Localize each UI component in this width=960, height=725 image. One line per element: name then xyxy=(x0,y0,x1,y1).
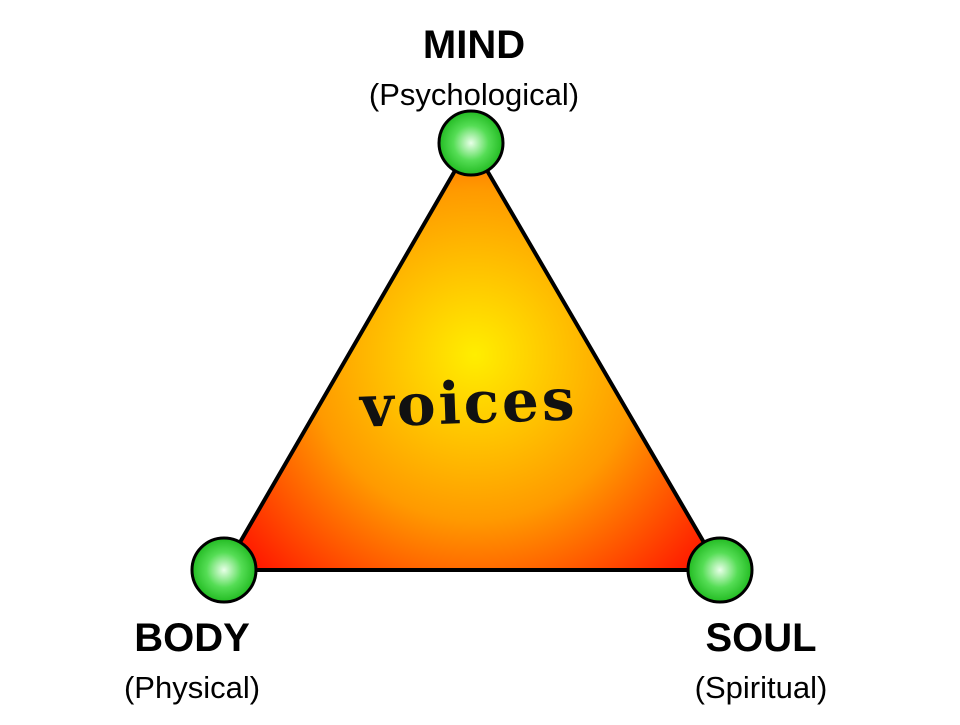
center-label: voices xyxy=(357,365,579,441)
soul-node[interactable] xyxy=(686,536,754,604)
soul-title: SOUL xyxy=(705,616,817,660)
mind-subtitle: (Psychological) xyxy=(368,77,580,112)
triangle xyxy=(222,141,722,572)
mind-title: MIND xyxy=(422,23,526,67)
soul-subtitle: (Spiritual) xyxy=(694,670,828,705)
body-node[interactable] xyxy=(190,536,258,604)
mind-node[interactable] xyxy=(437,109,505,177)
body-title: BODY xyxy=(134,616,250,660)
body-subtitle: (Physical) xyxy=(123,670,261,705)
